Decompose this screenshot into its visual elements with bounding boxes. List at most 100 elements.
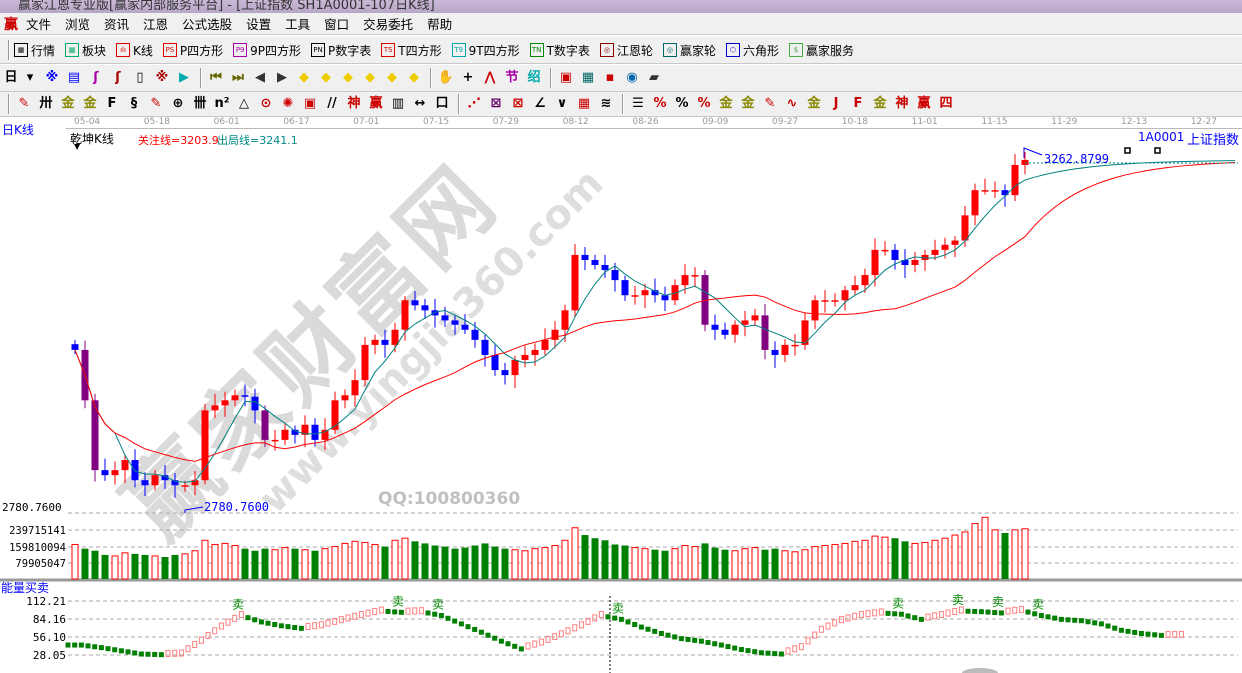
calendar-icon[interactable]: ▣ [559,70,573,85]
gold-lines2-icon[interactable]: 金 [83,96,97,111]
percent-lines-icon[interactable]: % [697,96,711,111]
first-icon[interactable]: ⏮ [210,70,222,85]
toolbar-button[interactable]: T9 9T四方形 [451,42,520,59]
ying-icon[interactable]: 赢 [369,96,383,111]
menu-item[interactable]: 窗口 [324,17,350,32]
wave-icon[interactable]: ∨ [556,96,568,111]
fan-icon[interactable]: ⋰ [467,96,481,111]
wave9-icon[interactable]: ʃ [115,70,121,85]
prev-icon[interactable]: ◀ [255,70,265,85]
next-icon[interactable]: ▶ [277,70,287,85]
notes-icon[interactable]: ▤ [67,70,81,85]
percent-icon[interactable]: % [675,96,689,111]
star-icon[interactable]: ✺ [282,96,294,111]
list-icon[interactable]: ☰ [632,96,644,111]
last-icon[interactable]: ⏭ [232,70,244,85]
menu-item[interactable]: 文件 [26,17,52,32]
fib-icon[interactable]: F [107,96,117,111]
menu-item[interactable]: 工具 [285,17,311,32]
gann-box-icon[interactable]: ⊠ [490,96,502,111]
box-icon[interactable]: 口 [435,96,449,111]
pen-icon[interactable]: ✎ [18,96,30,111]
zoom-in-diamond-icon[interactable]: ◆ [387,70,397,85]
indicator-name[interactable]: 乾坤K线 [70,132,114,146]
formula-icon[interactable]: ※ [155,70,169,85]
candle-type-icon[interactable]: ▯ [136,70,144,85]
brush-icon[interactable]: ✎ [764,96,776,111]
hand-icon[interactable]: ✋ [437,70,455,85]
menu-item[interactable]: 交易委托 [363,17,414,32]
toolbar-button[interactable]: ◎ 赢家轮 [662,42,716,59]
angle-fan-icon[interactable]: ∠ [534,96,546,111]
save-icon[interactable]: ▪ [605,70,615,85]
toolbar-button[interactable]: ▩ 板块 [65,42,106,59]
ruler-icon[interactable]: ▥ [391,96,405,111]
gold-bars-icon[interactable]: 金 [741,96,755,111]
pattern-icon[interactable]: 节 [505,70,519,85]
cycle-icon[interactable]: 绍 [527,70,541,85]
shrink-diamond-icon[interactable]: ◆ [365,70,375,85]
calculator-icon[interactable]: ▦ [581,70,595,85]
toolbar-button[interactable]: $ 赢家服务 [788,42,854,59]
triangle-icon[interactable]: △ [239,96,249,111]
menu-item[interactable]: 江恩 [143,17,169,32]
toolbar-button[interactable]: ▦ 行情 [14,42,55,59]
right-diamond-icon[interactable]: ◆ [321,70,331,85]
left-diamond-icon[interactable]: ◆ [299,70,309,85]
flag-icon[interactable]: ▶ [179,70,189,85]
spiral-icon[interactable]: § [130,96,138,111]
toolbar-button[interactable]: ⬡ 六角形 [725,42,779,59]
j-angle-icon[interactable]: J [833,96,839,111]
crosshair-icon[interactable]: + [462,70,474,85]
period-select-icon[interactable]: ▾ [26,70,34,85]
energy-bar [132,650,138,656]
four-angle-icon[interactable]: 四 [939,96,953,111]
bars-icon[interactable]: 卌 [193,96,207,111]
energy-bar [305,623,311,631]
gold-box-icon[interactable]: 金 [807,96,821,111]
printer-icon[interactable]: ▰ [649,70,659,85]
parallel-lines-icon[interactable]: 卅 [39,96,53,111]
gann-fan-icon[interactable]: ⊠ [512,96,524,111]
ratio-icon[interactable]: ※ [45,70,59,85]
ruler-pen-icon[interactable]: ✎ [150,96,162,111]
circle-grid-icon[interactable]: ⊕ [172,96,184,111]
period-select[interactable]: 日 [4,70,18,85]
menu-item[interactable]: 浏览 [65,17,91,32]
energy-bar [1018,605,1024,613]
toolbar-button[interactable]: TS T四方形 [381,42,442,59]
toolbar-button[interactable]: P9 9P四方形 [233,42,301,59]
toolbar-button[interactable]: ılı K线 [116,42,153,59]
gold-circle-icon[interactable]: 金 [719,96,733,111]
toolbar-button[interactable]: PN P数字表 [311,42,371,59]
wave3-icon[interactable]: ʃ [93,70,99,85]
menu-item[interactable]: 帮助 [427,17,453,32]
percent-line-icon[interactable]: % [653,96,667,111]
square-icon[interactable]: ▣ [303,96,317,111]
angle-icon[interactable]: // [327,96,337,111]
toolbar-button[interactable]: ◎ 江恩轮 [599,42,653,59]
grid-icon[interactable]: ▦ [577,96,591,111]
toolbar-button[interactable]: TN T数字表 [529,42,590,59]
menu-item[interactable]: 资讯 [104,17,130,32]
toolbar-button[interactable]: PS P四方形 [162,42,223,59]
gann-circle-icon[interactable]: ⊙ [260,96,272,111]
sine-icon[interactable]: ∿ [786,96,798,111]
ying-angle-icon[interactable]: 赢 [917,96,931,111]
expand-diamond-icon[interactable]: ◆ [343,70,353,85]
line-tool-icon[interactable]: ⋀ [484,70,496,85]
shen-angle-icon[interactable]: 神 [895,96,909,111]
network-icon[interactable]: ◉ [626,70,638,85]
menu-item[interactable]: 公式选股 [182,17,233,32]
n2-icon[interactable]: n² [214,96,230,111]
f-angle-icon[interactable]: F [853,96,863,111]
menu-item[interactable]: 设置 [246,17,272,32]
indicator-dropdown-icon[interactable]: ▼ [74,142,81,151]
channel-icon[interactable]: ≋ [600,96,612,111]
gold-angle-icon[interactable]: 金 [873,96,887,111]
span-icon[interactable]: ↔ [414,96,426,111]
shen-icon[interactable]: 神 [347,96,361,111]
gold-lines-icon[interactable]: 金 [61,96,75,111]
zoom-out-diamond-icon[interactable]: ◆ [409,70,419,85]
